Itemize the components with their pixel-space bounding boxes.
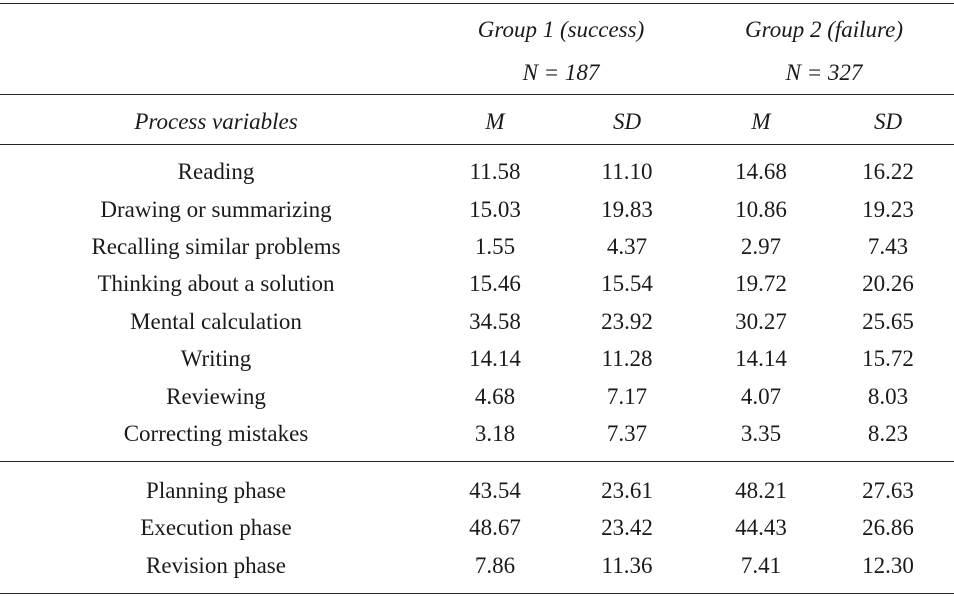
g2-sd-cell: 16.22 bbox=[862, 159, 914, 184]
g1-sd-cell: 7.17 bbox=[606, 384, 648, 409]
g2-sd-cell: 20.26 bbox=[862, 271, 914, 296]
column-header-process-variables: Process variables bbox=[134, 109, 298, 134]
column-header-rule bbox=[0, 144, 954, 145]
column-header-g2-mean: M bbox=[751, 109, 771, 134]
g1-sd-cell: 19.83 bbox=[601, 197, 653, 222]
g2-sd-cell: 12.30 bbox=[862, 553, 914, 578]
g1-sd-cell: 23.92 bbox=[601, 309, 653, 334]
column-header-g1-sd: SD bbox=[612, 109, 642, 134]
row-label: Correcting mistakes bbox=[123, 421, 309, 446]
g2-mean-cell: 14.68 bbox=[735, 159, 787, 184]
row-label: Execution phase bbox=[140, 515, 292, 540]
g1-mean-cell: 7.86 bbox=[474, 553, 516, 578]
g2-mean-cell: 48.21 bbox=[735, 478, 787, 503]
g2-mean-cell: 44.43 bbox=[735, 515, 787, 540]
g2-mean-cell: 7.41 bbox=[740, 553, 782, 578]
g2-mean-cell: 10.86 bbox=[735, 197, 787, 222]
row-label: Planning phase bbox=[146, 478, 286, 503]
g1-sd-cell: 11.10 bbox=[601, 159, 653, 184]
bottom-rule bbox=[0, 593, 954, 594]
g1-sd-cell: 23.42 bbox=[601, 515, 653, 540]
g1-mean-cell: 1.55 bbox=[474, 234, 516, 259]
g1-mean-cell: 34.58 bbox=[469, 309, 521, 334]
g2-mean-cell: 3.35 bbox=[740, 421, 782, 446]
g2-sd-cell: 27.63 bbox=[862, 478, 914, 503]
g2-mean-cell: 30.27 bbox=[735, 309, 787, 334]
g1-sd-cell: 23.61 bbox=[601, 478, 653, 503]
row-label: Writing bbox=[180, 346, 252, 371]
group2-title: Group 2 (failure) bbox=[744, 17, 904, 42]
g2-sd-cell: 25.65 bbox=[862, 309, 914, 334]
g1-mean-cell: 14.14 bbox=[469, 346, 521, 371]
g1-mean-cell: 15.46 bbox=[469, 271, 521, 296]
g1-sd-cell: 11.28 bbox=[601, 346, 653, 371]
g2-sd-cell: 7.43 bbox=[867, 234, 909, 259]
group1-sample-size: N = 187 bbox=[522, 60, 600, 85]
g2-mean-cell: 14.14 bbox=[735, 346, 787, 371]
g2-sd-cell: 15.72 bbox=[862, 346, 914, 371]
g2-sd-cell: 8.03 bbox=[867, 384, 909, 409]
g1-mean-cell: 4.68 bbox=[474, 384, 516, 409]
g1-mean-cell: 3.18 bbox=[474, 421, 516, 446]
g2-mean-cell: 2.97 bbox=[740, 234, 782, 259]
row-label: Thinking about a solution bbox=[97, 271, 335, 296]
g1-sd-cell: 11.36 bbox=[601, 553, 653, 578]
section-divider-rule bbox=[0, 461, 954, 462]
row-label: Reading bbox=[177, 159, 255, 184]
header-rule bbox=[0, 94, 954, 95]
g1-mean-cell: 11.58 bbox=[469, 159, 521, 184]
g1-sd-cell: 4.37 bbox=[606, 234, 648, 259]
g1-mean-cell: 48.67 bbox=[469, 515, 521, 540]
row-label: Reviewing bbox=[166, 384, 266, 409]
g1-mean-cell: 15.03 bbox=[469, 197, 521, 222]
row-label: Revision phase bbox=[146, 553, 286, 578]
g2-mean-cell: 19.72 bbox=[735, 271, 787, 296]
g2-sd-cell: 26.86 bbox=[862, 515, 914, 540]
group1-title: Group 1 (success) bbox=[477, 17, 645, 42]
top-rule bbox=[0, 3, 954, 4]
group2-sample-size: N = 327 bbox=[785, 60, 863, 85]
column-header-g2-sd: SD bbox=[873, 109, 903, 134]
row-label: Mental calculation bbox=[130, 309, 302, 334]
g1-sd-cell: 7.37 bbox=[606, 421, 648, 446]
column-header-g1-mean: M bbox=[485, 109, 505, 134]
g2-mean-cell: 4.07 bbox=[740, 384, 782, 409]
g2-sd-cell: 19.23 bbox=[862, 197, 914, 222]
g1-sd-cell: 15.54 bbox=[601, 271, 653, 296]
row-label: Recalling similar problems bbox=[91, 234, 341, 259]
row-label: Drawing or summarizing bbox=[100, 197, 332, 222]
g1-mean-cell: 43.54 bbox=[469, 478, 521, 503]
g2-sd-cell: 8.23 bbox=[867, 421, 909, 446]
